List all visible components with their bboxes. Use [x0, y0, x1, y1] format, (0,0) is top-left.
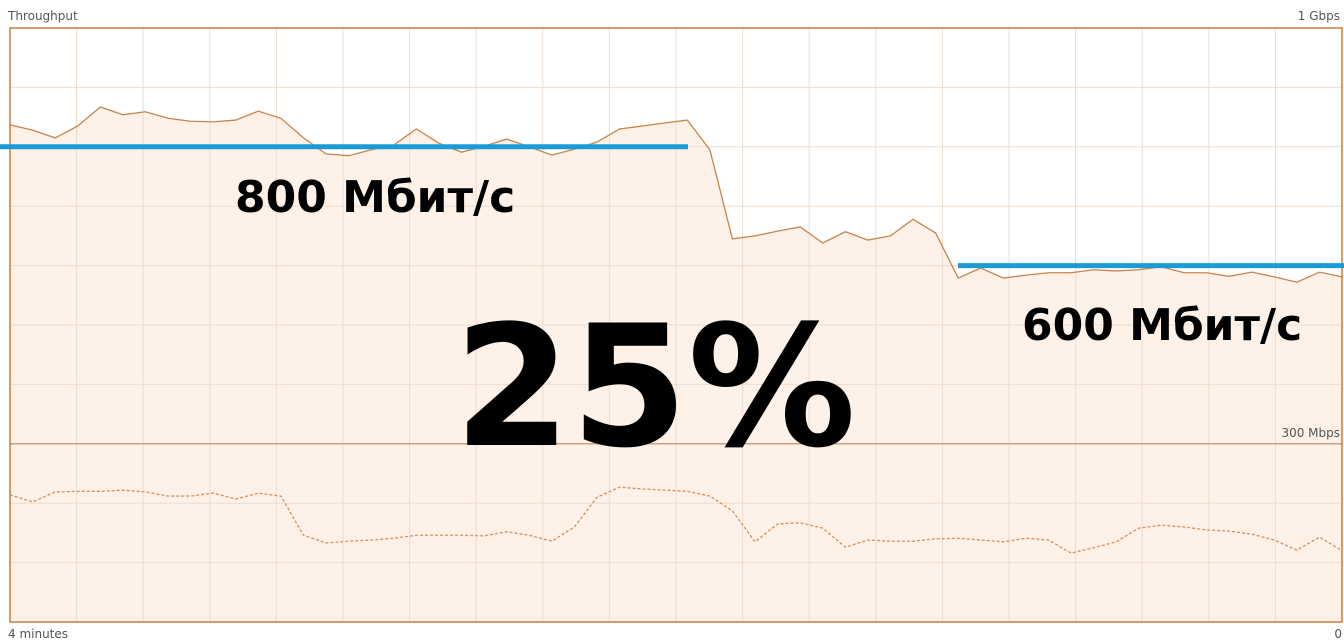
series-line [9, 106, 1343, 283]
y-tick-label: 300 Mbps [1281, 426, 1340, 440]
annotation: 25% [454, 289, 856, 485]
x-tick-label: 0 [1334, 627, 1342, 641]
chart-title: Throughput [7, 9, 78, 23]
plot-border [9, 27, 1343, 623]
series-line [9, 486, 1343, 554]
reference-label: 800 Мбит/с [235, 172, 515, 223]
x-tick-label: 4 minutes [8, 627, 68, 641]
y-tick-label: 1 Gbps [1298, 9, 1340, 23]
reference-label: 600 Мбит/с [1022, 300, 1302, 351]
